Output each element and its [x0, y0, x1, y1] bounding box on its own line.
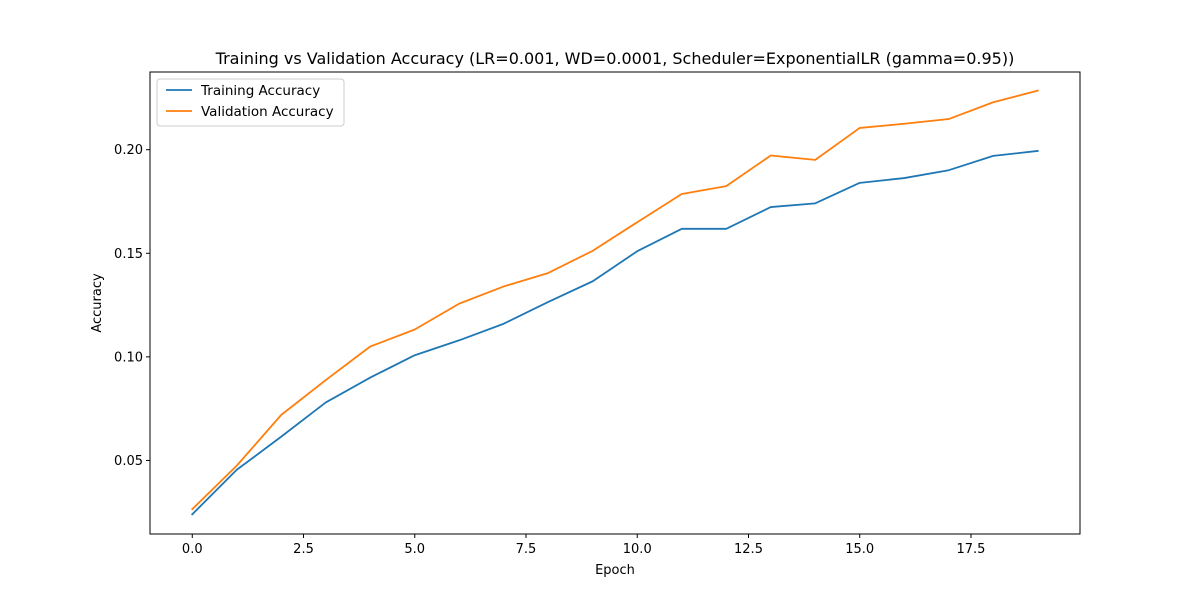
chart-title: Training vs Validation Accuracy (LR=0.00…	[215, 49, 1015, 68]
x-tick-label: 12.5	[734, 542, 763, 557]
y-tick-label: 0.10	[114, 350, 143, 365]
x-tick-label: 7.5	[516, 542, 537, 557]
plot-frame	[149, 71, 1081, 535]
legend: Training Accuracy Validation Accuracy	[156, 78, 345, 127]
y-tick-label: 0.05	[114, 454, 143, 469]
x-tick-label: 15.0	[845, 542, 874, 557]
legend-label-training: Training Accuracy	[200, 83, 320, 99]
legend-label-validation: Validation Accuracy	[201, 104, 334, 120]
plot-area	[149, 71, 1081, 535]
series-line-validation	[190, 89, 1039, 511]
y-tick-label: 0.15	[114, 247, 143, 262]
x-axis-label: Epoch	[595, 563, 635, 578]
plot-background	[150, 72, 1080, 534]
series-line-training	[190, 149, 1039, 516]
x-tick-label: 10.0	[623, 542, 652, 557]
x-tick-label: 5.0	[404, 542, 425, 557]
y-tick-label: 0.20	[114, 143, 143, 158]
y-axis-ticks: 0.05 0.10 0.15 0.20	[114, 143, 150, 469]
x-tick-label: 2.5	[293, 542, 314, 557]
x-tick-label: 17.5	[957, 542, 986, 557]
legend-box	[156, 78, 345, 127]
y-axis-label: Accuracy	[90, 273, 105, 333]
x-axis-ticks: 0.0 2.5 5.0 7.5 10.0 12.5 15.0 17.5	[182, 534, 986, 557]
series-layer	[190, 89, 1039, 516]
x-tick-label: 0.0	[182, 542, 203, 557]
